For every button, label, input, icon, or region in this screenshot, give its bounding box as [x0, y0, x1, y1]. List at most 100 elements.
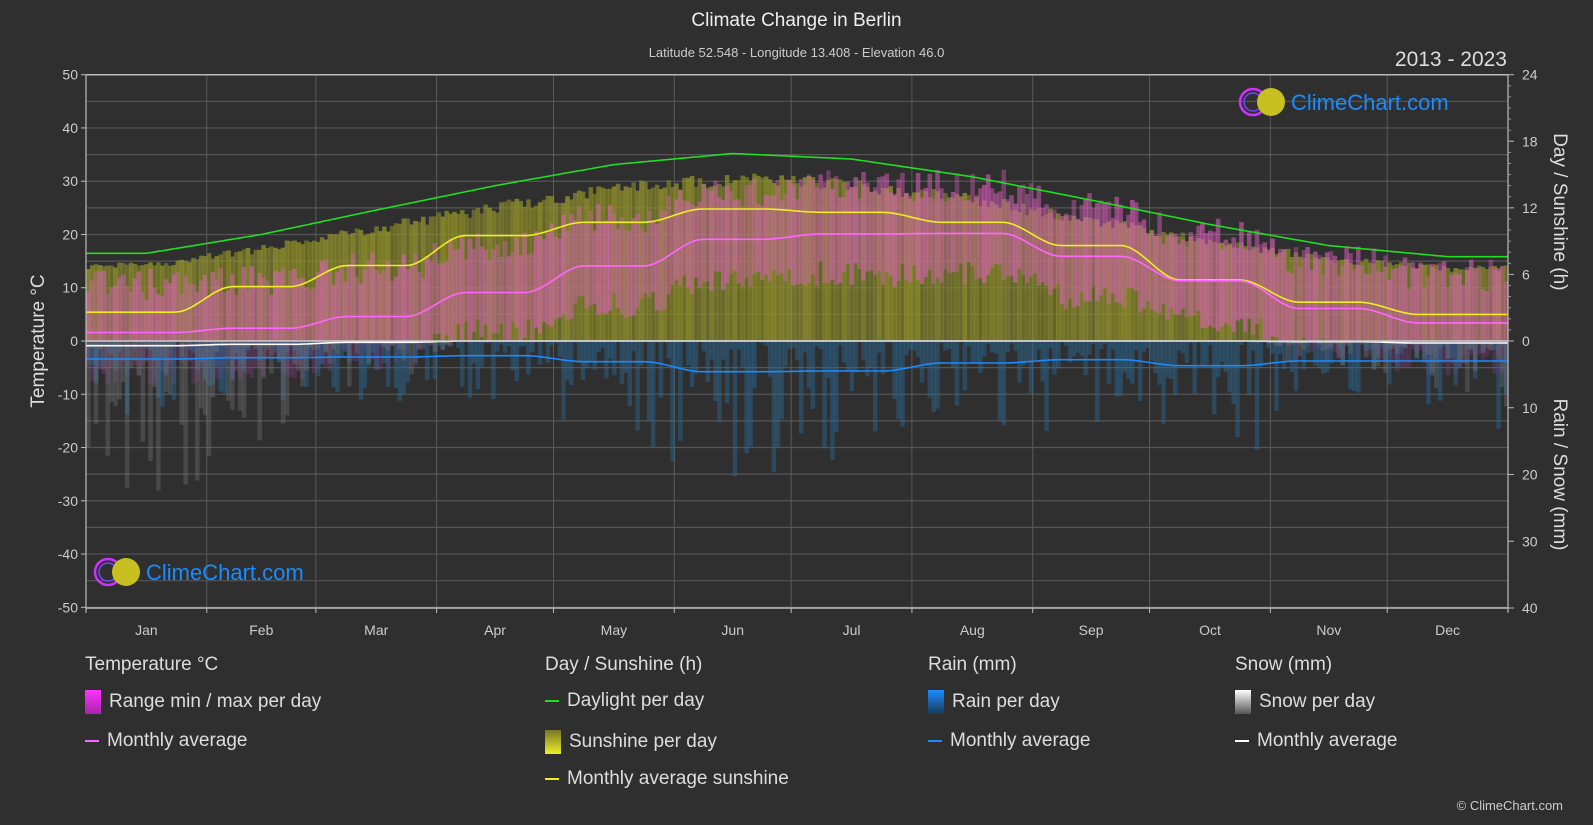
snow-bar: [237, 341, 243, 411]
temperature-range-bar: [1371, 248, 1377, 341]
temperature-range-bar: [1367, 274, 1373, 341]
rain-bar: [1176, 341, 1182, 351]
snow-bar: [218, 341, 223, 346]
temperature-range-bar: [985, 174, 991, 276]
snow-bar: [1402, 341, 1408, 348]
rain-bar: [1165, 341, 1170, 378]
sunshine-bar: [397, 223, 403, 341]
sunshine-bar: [818, 188, 823, 341]
sunshine-bar: [779, 175, 784, 341]
sunshine-bar: [1375, 260, 1381, 341]
temperature-range-bar: [1313, 251, 1318, 341]
temperature-range-bar: [1379, 341, 1384, 360]
sunshine-bar: [1472, 267, 1478, 341]
temperature-range-bar: [358, 341, 364, 366]
snow-bar: [1469, 341, 1474, 350]
rain-bar: [989, 341, 995, 353]
legend-temperature-title: Temperature °C: [85, 654, 219, 675]
snow-bar: [428, 341, 434, 346]
rain-bar: [191, 341, 196, 353]
temperature-range-bar: [693, 206, 699, 278]
sunshine-bar: [191, 257, 196, 341]
sunshine-bar: [1071, 215, 1077, 341]
sunshine-bar: [822, 187, 827, 341]
temperature-range-bar: [362, 269, 368, 341]
sunshine-bar: [304, 240, 309, 341]
temperature-range-bar: [323, 259, 329, 341]
rain-bar: [109, 341, 114, 354]
temperature-range-bar: [269, 294, 274, 341]
temperature-range-bar: [276, 341, 282, 362]
temperature-range-bar: [163, 341, 169, 374]
temperature-range-bar: [1465, 267, 1470, 341]
sunshine-bar: [218, 254, 223, 341]
snow-bar: [1484, 341, 1490, 348]
sunshine-bar: [1379, 260, 1384, 341]
temperature-range-bar: [787, 179, 792, 270]
rain-bar: [1340, 341, 1345, 366]
rain-bar: [880, 341, 886, 375]
y-tick-label: 50: [62, 67, 78, 83]
legend-sunshine-avg: Monthly average sunshine: [545, 768, 789, 790]
rain-bar: [424, 341, 430, 380]
temperature-range-bar: [1348, 253, 1353, 341]
snow-bar: [1363, 341, 1369, 358]
x-tick-label: May: [601, 622, 627, 638]
temperature-range-bar: [257, 272, 262, 341]
temperature-range-bar: [608, 205, 613, 311]
temperature-range-bar: [1246, 232, 1252, 319]
rain-bar: [1433, 341, 1439, 359]
temperature-range-bar: [97, 271, 103, 341]
sunshine-bar: [1067, 220, 1073, 341]
logo-sun-icon: [1257, 88, 1285, 116]
temperature-range-bar: [759, 205, 765, 280]
temperature-range-bar: [744, 185, 749, 278]
temperature-range-bar: [1363, 273, 1369, 341]
temperature-range-bar: [1063, 213, 1069, 310]
sunshine-bar: [389, 226, 395, 341]
snow-bar: [230, 341, 235, 410]
temperature-range-bar: [892, 193, 897, 287]
sunshine-bar: [421, 216, 426, 341]
temperature-range-bar: [1426, 276, 1431, 341]
temperature-range-bar: [1383, 255, 1388, 341]
legend-sunshine-title: Day / Sunshine (h): [545, 654, 703, 675]
sunshine-bar: [962, 192, 968, 341]
snow-bar: [214, 341, 220, 352]
rain-bar: [479, 341, 484, 367]
sunshine-bar: [1063, 215, 1069, 341]
temperature-range-bar: [569, 213, 574, 319]
temperature-range-bar: [1028, 183, 1034, 277]
rain-bar: [245, 341, 251, 351]
sunshine-bar: [1282, 249, 1287, 341]
snow-bar: [226, 341, 231, 401]
rain-bar: [1114, 341, 1120, 397]
temperature-range-bar: [1504, 341, 1509, 360]
temperature-range-bar: [245, 290, 251, 341]
rain-bar: [421, 341, 426, 348]
legend-snow-day: Snow per day: [1235, 690, 1375, 714]
rain-bar: [1141, 341, 1147, 352]
sunshine-bar: [327, 233, 333, 341]
rain-bar: [378, 341, 383, 346]
snow-bar: [1289, 341, 1295, 346]
temperature-range-bar: [1278, 341, 1283, 346]
rain-bar: [709, 341, 714, 360]
temperature-range-bar: [187, 283, 192, 341]
snow-bar: [1445, 341, 1451, 359]
rain-bar: [779, 341, 784, 420]
sunshine-bar: [927, 197, 933, 341]
temperature-range-bar: [389, 341, 395, 346]
temperature-range-bar: [163, 279, 169, 341]
temperature-range-bar: [1356, 246, 1361, 341]
snow-bar: [401, 341, 407, 361]
temperature-range-bar: [946, 199, 952, 274]
sunshine-bar: [284, 240, 290, 341]
temperature-range-bar: [475, 233, 481, 320]
sunshine-bar: [89, 265, 95, 341]
temperature-range-bar: [1317, 254, 1322, 341]
rain-bar: [249, 341, 255, 346]
temperature-range-bar: [795, 199, 800, 285]
sunshine-bar: [853, 186, 858, 341]
